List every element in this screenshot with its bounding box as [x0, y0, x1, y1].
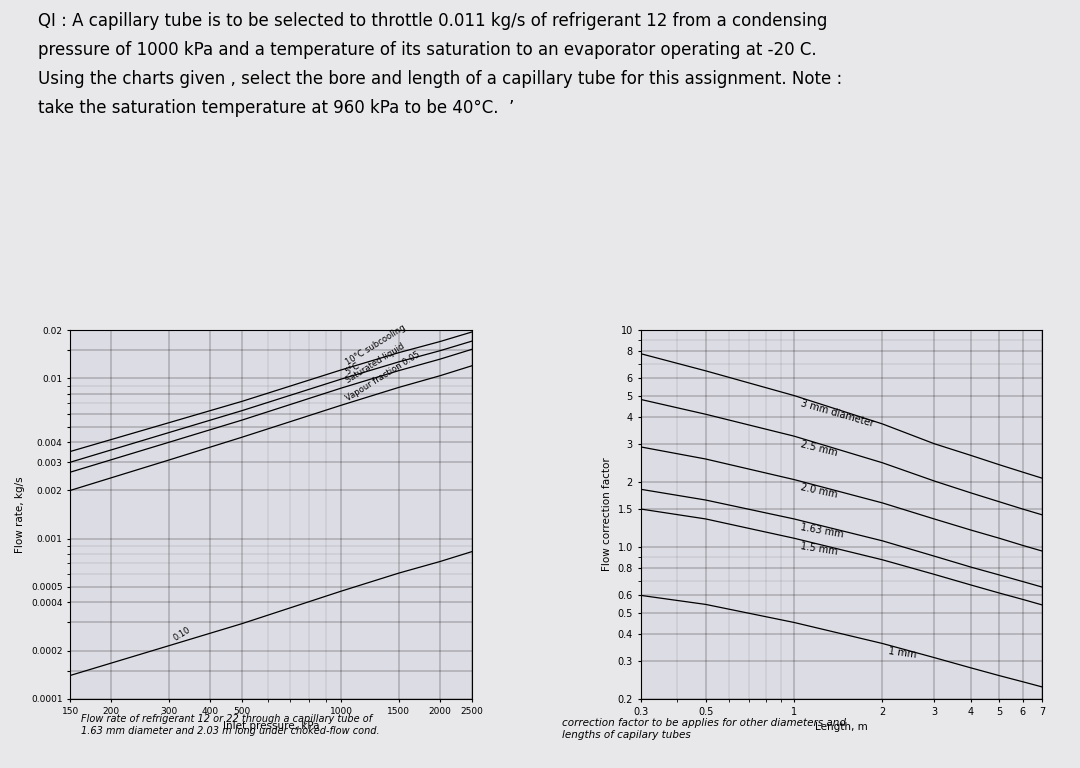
Text: Flow rate of refrigerant 12 or 22 through a capillary tube of
1.63 mm diameter a: Flow rate of refrigerant 12 or 22 throug… — [81, 714, 380, 736]
Y-axis label: Flow correction factor: Flow correction factor — [602, 458, 612, 571]
Text: 1 mm: 1 mm — [888, 646, 917, 660]
Text: 0.10: 0.10 — [172, 625, 192, 643]
Text: 2.5 mm: 2.5 mm — [799, 439, 838, 458]
X-axis label: Inlet pressure, kPa: Inlet pressure, kPa — [222, 721, 320, 731]
Text: 3 mm diameter: 3 mm diameter — [799, 399, 875, 429]
Text: 1.5 mm: 1.5 mm — [799, 541, 838, 557]
Text: 5°C: 5°C — [343, 361, 362, 376]
Text: QI : A capillary tube is to be selected to throttle 0.011 kg/s of refrigerant 12: QI : A capillary tube is to be selected … — [38, 12, 842, 118]
Text: 2.0 mm: 2.0 mm — [799, 482, 838, 500]
Text: Vapour fraction 0.05: Vapour fraction 0.05 — [343, 349, 421, 402]
Text: Saturated liquid: Saturated liquid — [343, 342, 406, 386]
Text: correction factor to be applies for other diameters and
lengths of capilary tube: correction factor to be applies for othe… — [562, 718, 846, 740]
Y-axis label: Flow rate, kg/s: Flow rate, kg/s — [15, 476, 26, 553]
X-axis label: Length, m: Length, m — [815, 722, 867, 732]
Text: 10°C subcooling: 10°C subcooling — [343, 323, 407, 367]
Text: 1.63 mm: 1.63 mm — [799, 521, 845, 539]
